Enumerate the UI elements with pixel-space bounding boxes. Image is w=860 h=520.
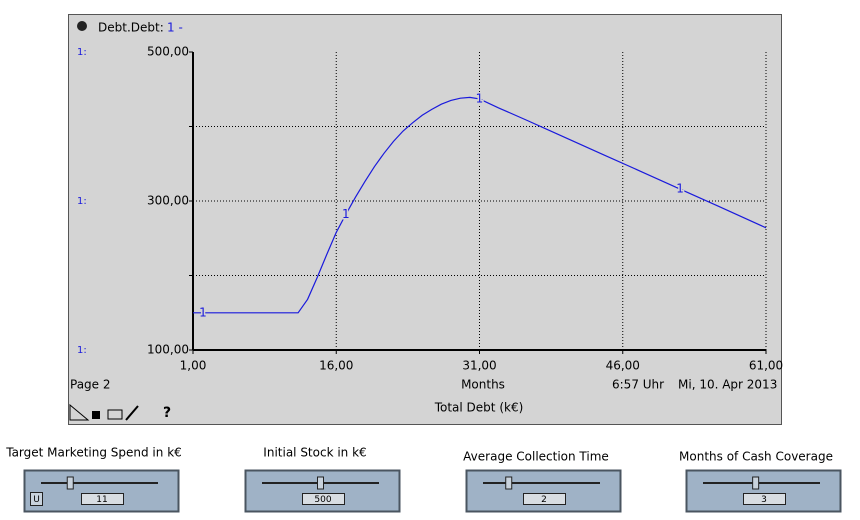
date: Mi, 10. Apr 2013 — [678, 378, 777, 392]
x-tick-label: 46,00 — [606, 359, 640, 373]
line-marker: 1 — [676, 182, 684, 196]
axis-marker: 1: — [77, 196, 87, 207]
time: 6:57 Uhr — [612, 378, 664, 392]
y-tick-label: 500,00 — [147, 45, 189, 59]
y-tick-label: 300,00 — [147, 194, 189, 208]
line-marker: 1 — [342, 207, 350, 221]
slider-value-box[interactable] — [743, 493, 786, 505]
slider-value: 500 — [314, 495, 331, 505]
data-line — [193, 96, 767, 314]
slider-button-label: U — [33, 495, 40, 505]
y-tick-label: 100,00 — [147, 343, 189, 357]
slider-label: Average Collection Time — [463, 450, 609, 464]
axis-marker: 1: — [77, 345, 87, 356]
slider-value: 11 — [96, 495, 107, 505]
slider-label: Target Marketing Spend in k€ — [5, 446, 182, 460]
slider-value-box[interactable] — [81, 493, 124, 505]
axis-marker: 1: — [77, 47, 87, 58]
legend-marker: 1 - — [167, 21, 183, 35]
page-corner-icon[interactable] — [69, 403, 90, 421]
slider-thumb[interactable] — [66, 476, 74, 490]
legend-name: Debt.Debt: — [98, 21, 164, 35]
x-axis-title: Months — [461, 378, 505, 392]
slider-value-box[interactable] — [302, 493, 345, 505]
slider-box — [685, 469, 842, 513]
y-axis-title: Total Debt (k€) — [434, 401, 524, 415]
slider-box — [465, 469, 622, 513]
slider-thumb[interactable] — [752, 476, 760, 490]
graph-icon[interactable] — [77, 21, 87, 31]
x-tick-label: 31,00 — [462, 359, 496, 373]
wand-icon[interactable] — [125, 405, 139, 421]
slider-value: 3 — [761, 495, 767, 505]
line-marker: 1 — [476, 91, 484, 105]
slider-label: Months of Cash Coverage — [679, 450, 833, 464]
slider-button[interactable] — [30, 492, 43, 506]
x-tick-label: 16,00 — [319, 359, 353, 373]
slider-box — [23, 469, 180, 513]
page-label: Page 2 — [70, 378, 111, 392]
x-tick-label: 61,00 — [749, 359, 783, 373]
help-icon[interactable]: ? — [163, 405, 171, 421]
print-icon[interactable] — [107, 409, 123, 420]
x-tick-label: 1,00 — [180, 359, 207, 373]
lock-icon[interactable] — [92, 411, 100, 419]
slider-thumb[interactable] — [505, 476, 513, 490]
slider-value: 2 — [541, 495, 547, 505]
line-marker: 1 — [199, 305, 207, 319]
slider-label: Initial Stock in k€ — [263, 446, 366, 460]
slider-thumb[interactable] — [317, 476, 324, 490]
slider-value-box[interactable] — [523, 493, 566, 505]
graph-panel — [68, 14, 782, 425]
